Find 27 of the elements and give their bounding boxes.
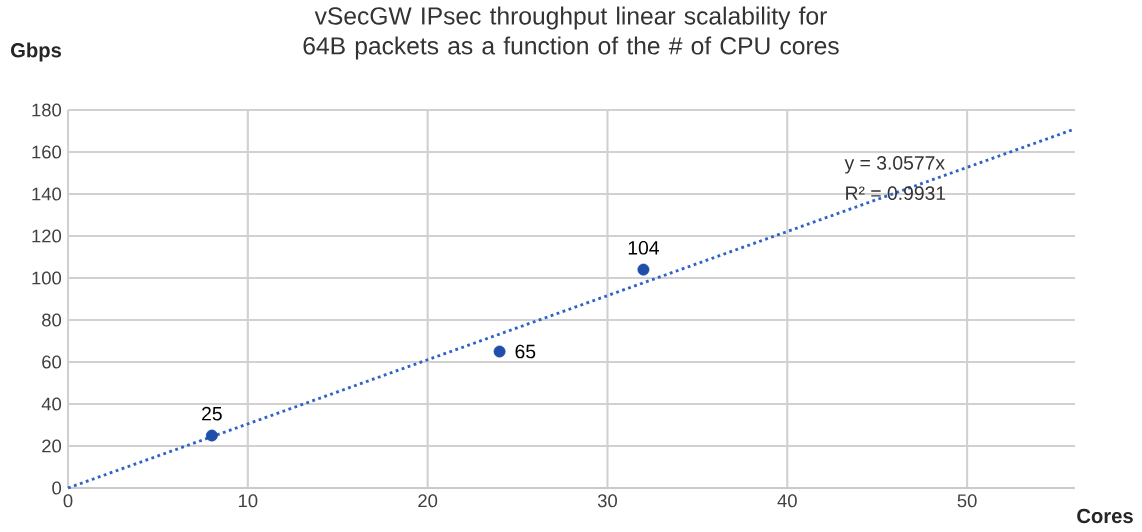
y-tick-label: 120 — [32, 229, 62, 243]
data-label: 25 — [202, 406, 222, 421]
y-tick-label: 80 — [42, 313, 62, 327]
point — [205, 429, 218, 442]
annotation: y = 3.0577x — [844, 156, 945, 174]
x-tick-label: 50 — [957, 494, 977, 508]
y-tick-label: 160 — [32, 145, 62, 159]
y-tick-label: 100 — [32, 271, 62, 285]
point — [637, 263, 650, 276]
chart-title: vSecGW IPsec throughput linear scalability for 64B packets as a function of the # of CPU cores — [303, 6, 839, 60]
data-label: 65 — [515, 344, 536, 359]
y-tick-label: 0 — [52, 481, 62, 495]
x-tick-label: 20 — [418, 494, 438, 508]
y-tick-label: 140 — [32, 187, 62, 201]
y-axis-title: Gbps — [11, 42, 62, 62]
x-tick-label: 40 — [777, 494, 797, 508]
x-tick-label: 10 — [238, 494, 258, 508]
y-tick-label: 20 — [42, 439, 62, 453]
x-tick-label: 30 — [597, 494, 617, 508]
x-tick-label: 0 — [63, 494, 73, 508]
y-tick-label: 60 — [42, 355, 62, 369]
point — [493, 345, 506, 358]
y-tick-label: 40 — [41, 397, 62, 411]
x-axis-title: Cores — [1077, 508, 1133, 524]
y-tick-label: 180 — [32, 103, 62, 117]
data-label: 104 — [628, 240, 659, 255]
annotation: R² = 0.9931 — [846, 186, 946, 201]
